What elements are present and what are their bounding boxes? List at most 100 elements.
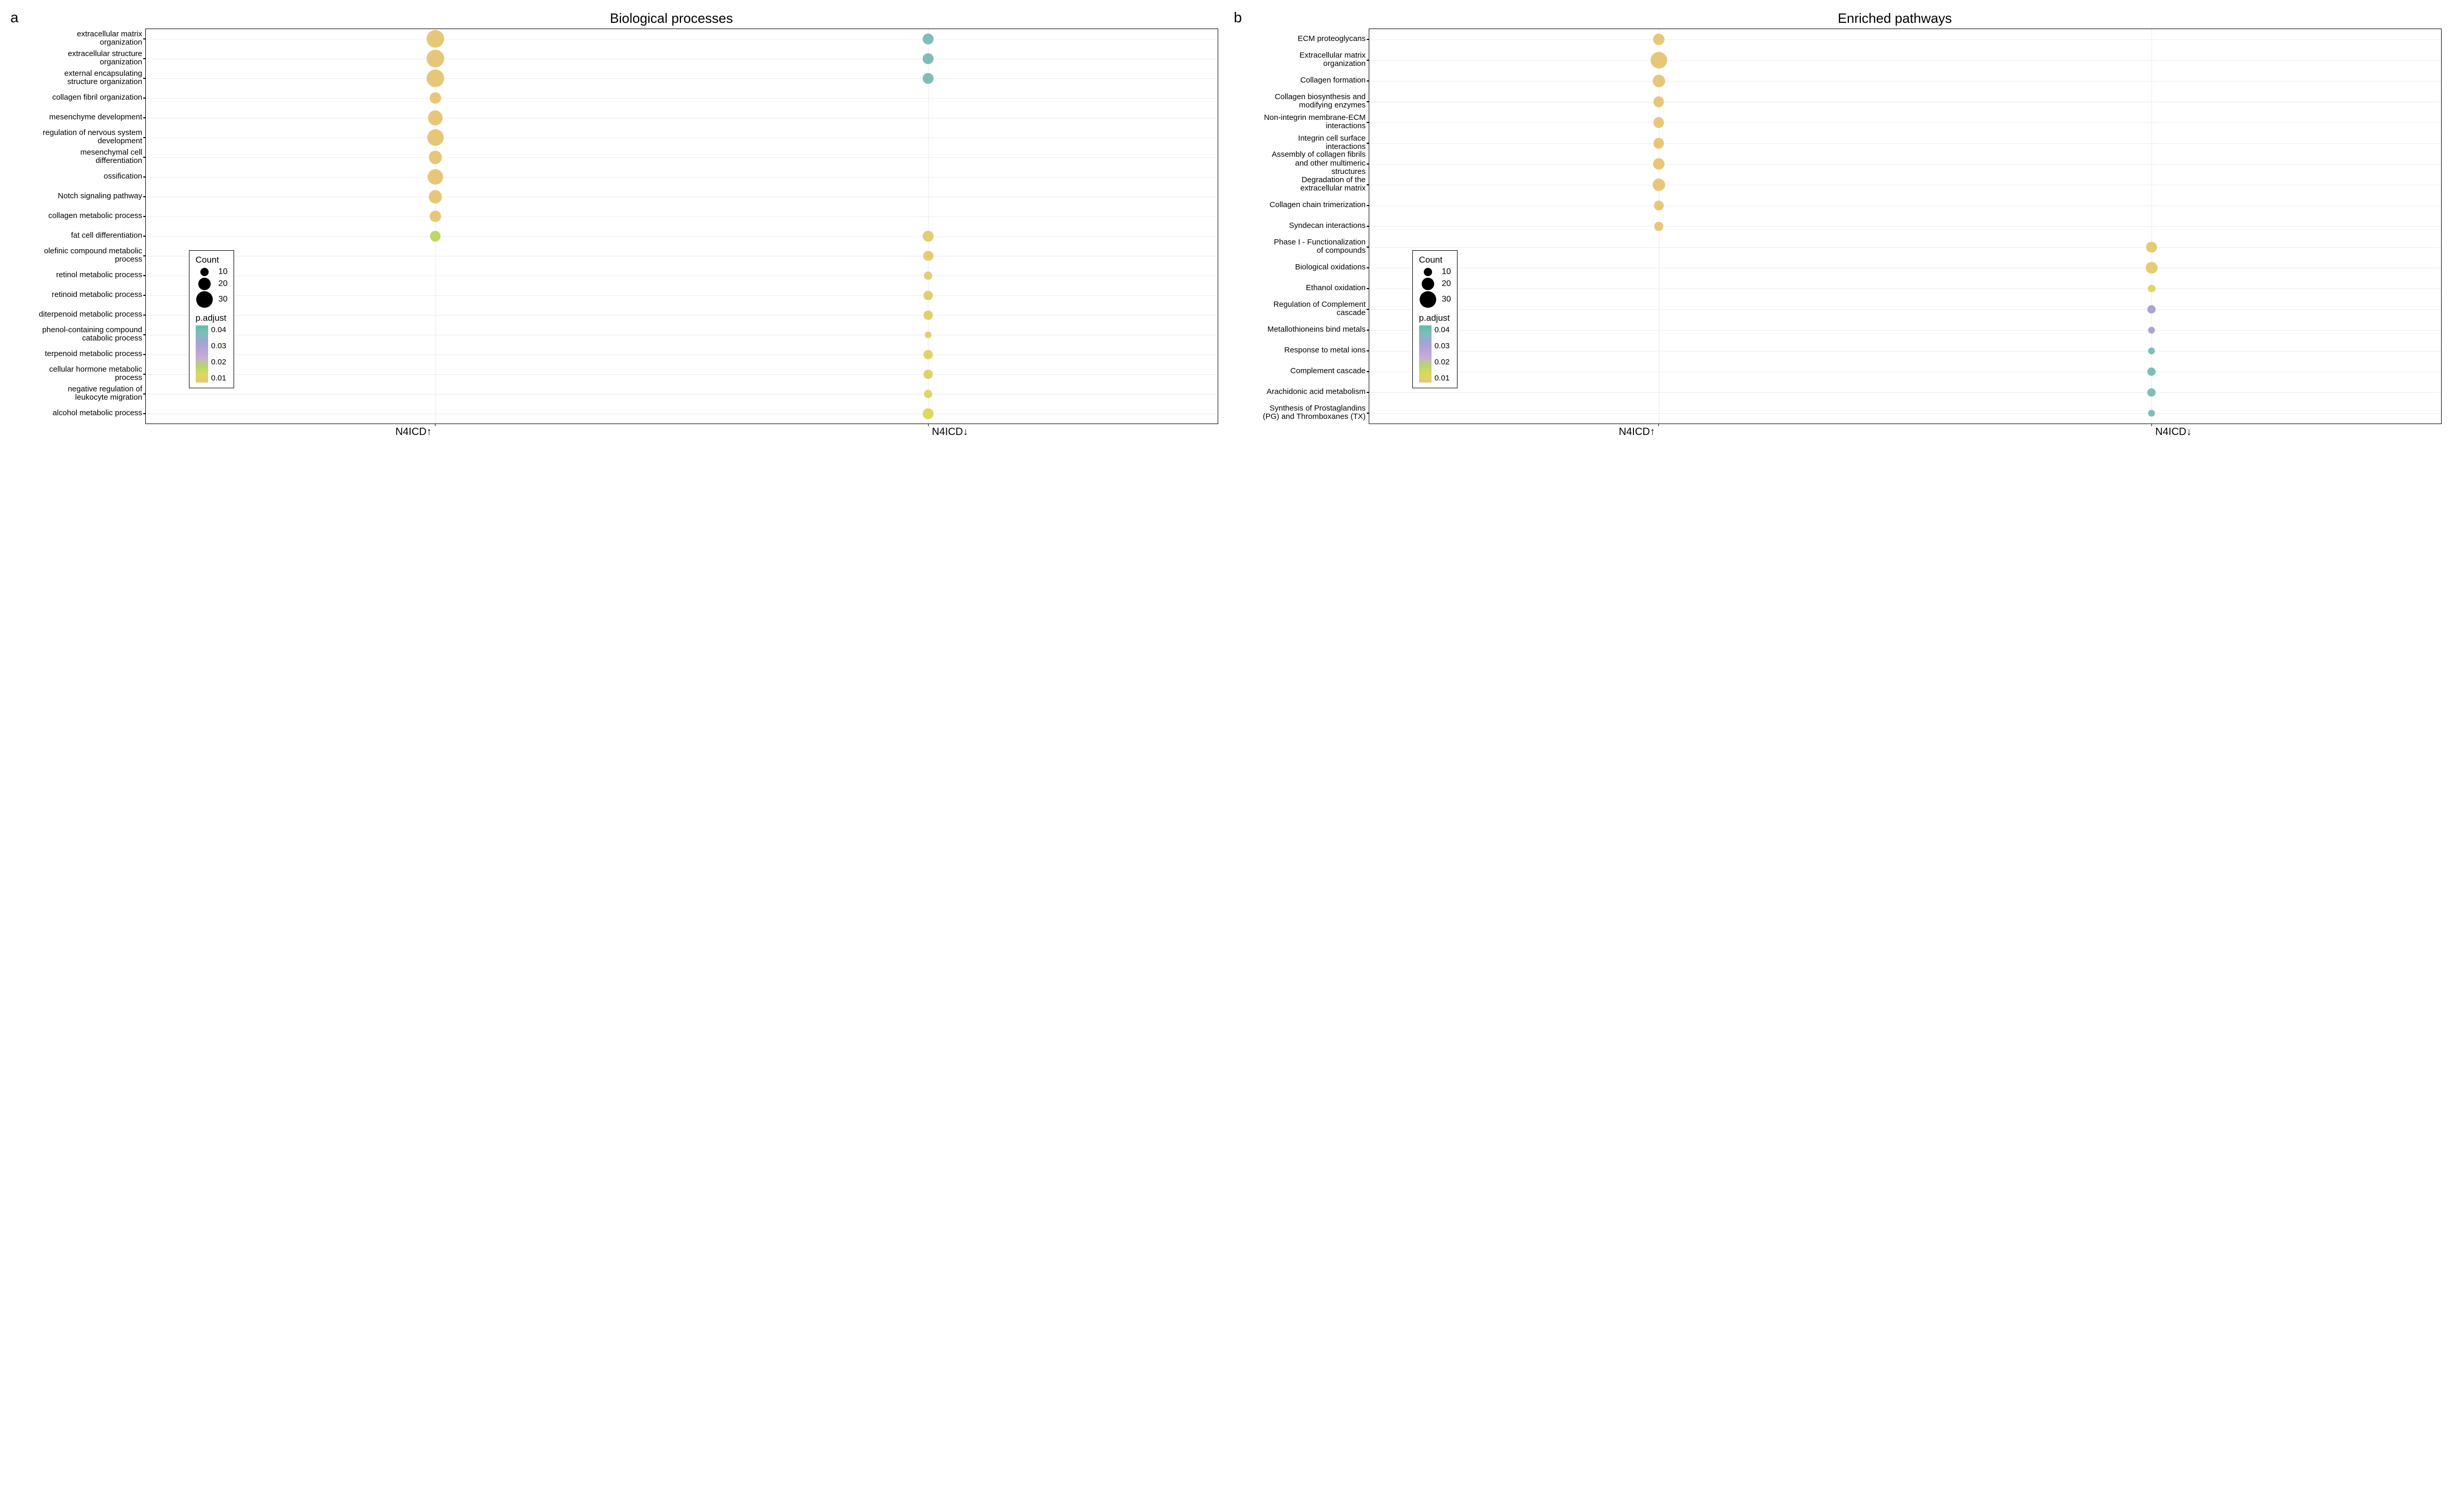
y-axis-label: alcohol metabolic process [10, 403, 142, 423]
legend-color-tick: 0.02 [211, 358, 226, 366]
y-tick [143, 354, 146, 355]
y-axis-label: Notch signaling pathway [10, 186, 142, 206]
y-axis-label: Metallothioneins bind metals [1234, 319, 1366, 340]
data-point [2146, 242, 2157, 253]
y-axis-label: Extracellular matrixorganization [1234, 49, 1366, 70]
data-point [429, 92, 441, 104]
y-axis-label: collagen metabolic process [10, 206, 142, 226]
data-point [429, 190, 442, 203]
y-axis-label: olefinic compound metabolicprocess [10, 246, 142, 265]
panel-a-xaxis: N4ICD↑N4ICD↓ [145, 426, 1218, 438]
y-axis-label: fat cell differentiation [10, 226, 142, 246]
legend-color-bar [1419, 325, 1432, 383]
legend-size-dot [196, 291, 213, 308]
y-axis-label: Ethanol oxidation [1234, 278, 1366, 298]
y-axis-label: Non-integrin membrane-ECMinteractions [1234, 112, 1366, 132]
x-axis-label: N4ICD↑ [145, 426, 682, 438]
data-point [2147, 367, 2156, 376]
y-axis-label: phenol-containing compoundcatabolic proc… [10, 324, 142, 344]
legend-size-row: 20 [1419, 278, 1451, 290]
y-tick [143, 137, 146, 138]
legend-size-label: 30 [219, 295, 228, 304]
y-tick [1367, 226, 1369, 227]
y-tick [143, 236, 146, 237]
y-tick [143, 157, 146, 158]
y-tick [1367, 247, 1369, 248]
data-point [2147, 388, 2156, 397]
y-axis-label: Response to metal ions [1234, 340, 1366, 361]
y-axis-label: extracellular matrixorganization [10, 29, 142, 48]
data-point [426, 30, 444, 48]
panel-b-title: Enriched pathways [1348, 10, 2442, 26]
y-axis-label: external encapsulatingstructure organiza… [10, 68, 142, 88]
y-axis-label: terpenoid metabolic process [10, 344, 142, 364]
y-axis-label: Degradation of theextracellular matrix [1234, 174, 1366, 195]
panel-b-plot-area: Count102030p.adjust0.040.030.020.01 [1369, 29, 2442, 424]
y-tick [143, 315, 146, 316]
legend-color-tick: 0.03 [1435, 342, 1450, 350]
legend-size-dot [1422, 278, 1434, 290]
y-tick [143, 374, 146, 375]
x-axis-label: N4ICD↓ [1905, 426, 2442, 438]
y-axis-label: extracellular structureorganization [10, 48, 142, 68]
panel-a-plot-area: Count102030p.adjust0.040.030.020.01 [145, 29, 1218, 424]
legend-size-label: 10 [219, 267, 228, 277]
legend-size-title: Count [196, 255, 228, 265]
panel-b-letter: b [1234, 9, 1242, 26]
y-tick [1367, 350, 1369, 351]
data-point [924, 370, 933, 379]
data-point [925, 332, 932, 338]
y-tick [1367, 60, 1369, 61]
y-tick [143, 255, 146, 256]
y-tick [1367, 143, 1369, 144]
data-point [427, 169, 443, 185]
y-axis-label: Collagen formation [1234, 70, 1366, 91]
legend-color-bar [196, 325, 208, 383]
data-point [924, 350, 933, 359]
x-axis-label: N4ICD↓ [682, 426, 1219, 438]
y-tick [143, 275, 146, 276]
data-point [1654, 222, 1664, 231]
y-tick [143, 38, 146, 39]
data-point [924, 390, 932, 398]
legend-size-label: 30 [1442, 295, 1451, 304]
y-axis-label: Biological oxidations [1234, 257, 1366, 278]
legend-size-dot [1424, 268, 1432, 276]
y-axis-label: retinol metabolic process [10, 265, 142, 285]
data-point [430, 231, 441, 242]
legend-size-row: 20 [196, 278, 228, 290]
x-tick [2151, 424, 2153, 426]
y-tick [1367, 309, 1369, 310]
legend-size-label: 20 [219, 279, 228, 289]
x-axis-label: N4ICD↑ [1369, 426, 1905, 438]
legend-size-dot [200, 268, 209, 276]
data-point [429, 211, 441, 222]
y-axis-label: Regulation of Complementcascade [1234, 298, 1366, 319]
panel-b: b Enriched pathways ECM proteoglycansExt… [1234, 10, 2442, 438]
legend-size-dot [1420, 291, 1436, 308]
y-tick [143, 393, 146, 394]
y-axis-label: retinoid metabolic process [10, 285, 142, 305]
data-point [426, 50, 444, 67]
legend-size-label: 10 [1442, 267, 1451, 277]
data-point [1653, 158, 1664, 170]
x-tick [928, 424, 929, 426]
panel-a: a Biological processes extracellular mat… [10, 10, 1218, 438]
y-axis-label: ECM proteoglycans [1234, 29, 1366, 49]
panel-b-chart: ECM proteoglycansExtracellular matrixorg… [1234, 29, 2442, 424]
data-point [1653, 34, 1664, 45]
panel-b-xaxis: N4ICD↑N4ICD↓ [1369, 426, 2442, 438]
y-axis-label: mesenchymal celldifferentiation [10, 147, 142, 167]
x-tick [1658, 424, 1659, 426]
data-point [2148, 327, 2155, 334]
y-tick [1367, 39, 1369, 40]
data-point [923, 408, 934, 419]
legend: Count102030p.adjust0.040.030.020.01 [189, 250, 235, 388]
data-point [924, 291, 933, 300]
figure-container: a Biological processes extracellular mat… [10, 10, 2442, 438]
legend-color-tick: 0.02 [1435, 358, 1450, 366]
y-tick [1367, 101, 1369, 102]
y-tick [1367, 80, 1369, 81]
y-axis-label: Synthesis of Prostaglandins(PG) and Thro… [1234, 402, 1366, 423]
y-axis-label: Phase I - Functionalizationof compounds [1234, 236, 1366, 257]
